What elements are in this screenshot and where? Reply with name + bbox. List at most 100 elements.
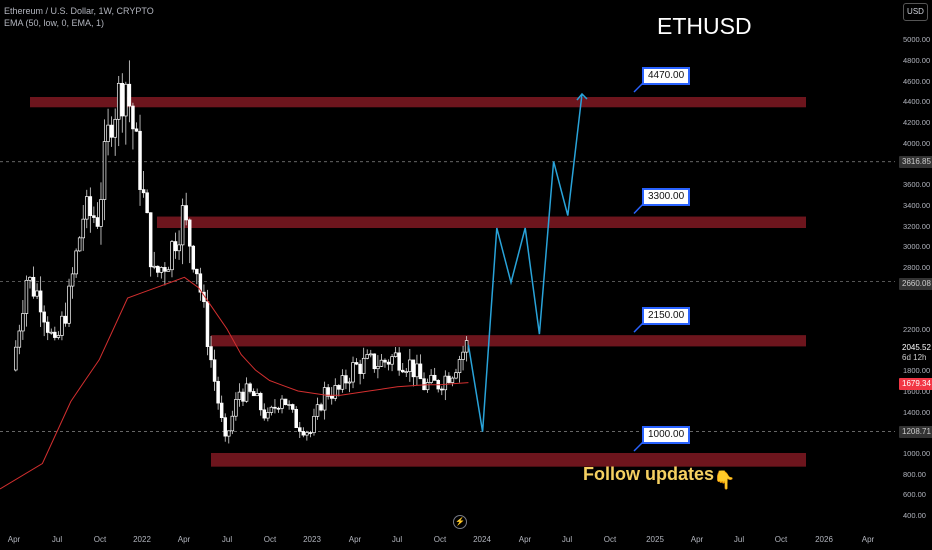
candle-body (354, 362, 359, 365)
zone-4470.00 (30, 97, 806, 108)
candle-body (298, 427, 302, 432)
projection-path (467, 93, 583, 432)
price-tick: 4000.00 (903, 139, 930, 148)
price-marker-1208: 1208.71 (899, 426, 932, 438)
time-tick: Apr (862, 535, 875, 544)
candle-body (340, 375, 345, 390)
candle-body (31, 276, 36, 297)
candle-body (390, 356, 394, 365)
candle-body (376, 365, 380, 370)
candle-body (251, 391, 256, 397)
candle-body (45, 321, 50, 333)
currency-button[interactable]: USD (903, 3, 928, 21)
candle-body (205, 301, 210, 347)
time-tick: Jul (734, 535, 744, 544)
candle-body (358, 363, 362, 374)
candle-body (244, 383, 249, 402)
candle-body (280, 398, 284, 409)
candle-body (102, 141, 107, 200)
chart-title: ETHUSD (657, 13, 752, 39)
candle-body (198, 273, 203, 293)
candle-body (113, 118, 117, 138)
price-tick: 2200.00 (903, 325, 930, 334)
candle-body (269, 406, 274, 413)
candle-body (56, 335, 61, 338)
time-tick: Jul (392, 535, 402, 544)
candle-body (195, 268, 199, 275)
candle-body (156, 265, 160, 273)
candle-body (429, 374, 433, 383)
candle-body (116, 82, 121, 120)
candle-body (38, 290, 43, 313)
candle-body (67, 285, 71, 324)
candle-body (422, 378, 426, 391)
candle-body (187, 219, 192, 247)
candle-body (379, 359, 384, 367)
candle-body (227, 430, 231, 437)
price-marker-2660: 2660.08 (899, 278, 932, 290)
candle-body (315, 404, 320, 417)
zone-2150.00 (211, 335, 806, 347)
candle-body (163, 267, 167, 272)
candle-body (74, 250, 78, 275)
candle-body (450, 377, 455, 383)
price-tick: 800.00 (903, 470, 926, 479)
candle-body (440, 388, 444, 391)
candle-body (273, 406, 277, 409)
candle-body (99, 199, 103, 227)
candle-body (177, 244, 181, 252)
candle-body (386, 361, 391, 365)
price-tick: 4200.00 (903, 118, 930, 127)
price-tick: 600.00 (903, 490, 926, 499)
candle-body (255, 393, 259, 397)
candle-body (443, 375, 448, 391)
candle-body (219, 402, 224, 419)
candle-body (408, 359, 412, 372)
time-tick: 2024 (473, 535, 491, 544)
candle-body (347, 381, 352, 384)
time-tick: Jul (52, 535, 62, 544)
candle-body (60, 315, 64, 336)
candle-body (95, 217, 100, 227)
price-tick: 400.00 (903, 511, 926, 520)
candle-body (21, 313, 25, 332)
candle-body (454, 372, 458, 379)
zone-label-2150: 2150.00 (642, 307, 691, 325)
time-tick: 2025 (646, 535, 664, 544)
candle-body (88, 196, 93, 217)
price-tick: 1400.00 (903, 408, 930, 417)
candle-body (290, 404, 295, 410)
candle-body (173, 241, 178, 252)
candle-body (365, 354, 369, 359)
candle-body (425, 382, 430, 391)
candle-body (333, 385, 338, 399)
candle-body (457, 359, 462, 374)
candle-body (124, 83, 128, 117)
candle-body (159, 267, 164, 273)
candle-body (301, 431, 306, 436)
candle-body (308, 432, 313, 434)
time-tick: 2022 (133, 535, 151, 544)
candle-body (415, 363, 419, 378)
candle-body (138, 130, 142, 190)
candle-body (145, 192, 149, 214)
symbol-line: Ethereum / U.S. Dollar, 1W, CRYPTO (4, 6, 154, 16)
candle-body (418, 363, 423, 380)
lightning-icon[interactable]: ⚡ (453, 515, 467, 529)
candle-body (24, 279, 29, 314)
candle-body (383, 359, 387, 363)
candle-body (464, 340, 469, 353)
candle-body (393, 352, 398, 357)
candle-body (148, 212, 153, 268)
zone-label-4470: 4470.00 (642, 67, 691, 85)
candle-body (447, 375, 451, 383)
candle-body (241, 391, 245, 402)
price-tick: 1800.00 (903, 366, 930, 375)
price-tick: 5000.00 (903, 35, 930, 44)
candle-body (92, 215, 96, 218)
candle-body (106, 124, 110, 142)
time-tick: Apr (519, 535, 532, 544)
candle-body (397, 352, 401, 371)
time-tick: Apr (349, 535, 362, 544)
